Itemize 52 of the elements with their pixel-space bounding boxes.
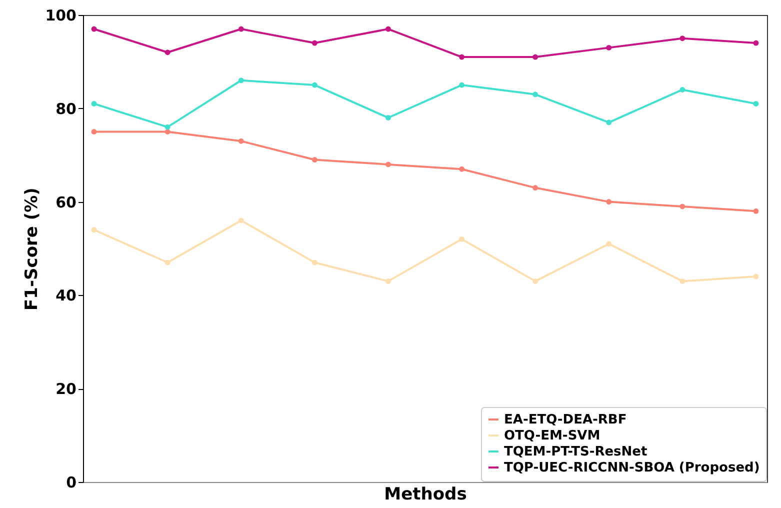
y-tick-label: 80 <box>56 100 76 118</box>
point <box>385 115 391 120</box>
legend-label: OTQ-EM-SVM <box>504 428 600 444</box>
point <box>312 82 318 88</box>
point <box>459 166 465 172</box>
point <box>312 260 318 266</box>
point <box>385 26 391 32</box>
point <box>164 124 170 130</box>
y-tick-label: 100 <box>45 6 76 24</box>
point <box>459 82 465 88</box>
point <box>753 208 759 214</box>
point <box>680 36 686 42</box>
point <box>606 241 612 247</box>
point <box>606 199 612 205</box>
point <box>753 100 759 106</box>
point <box>459 236 465 242</box>
point <box>91 100 97 106</box>
point <box>164 129 170 134</box>
point <box>606 44 612 50</box>
point <box>312 157 318 163</box>
point <box>680 86 686 92</box>
point <box>532 278 538 284</box>
point <box>532 92 538 98</box>
point <box>459 54 465 60</box>
legend-label: EA-ETQ-DEA-RBF <box>504 412 627 428</box>
point <box>606 120 612 126</box>
point <box>385 278 391 284</box>
point <box>753 274 759 280</box>
point <box>680 278 686 284</box>
point <box>680 204 686 210</box>
point <box>532 54 538 60</box>
y-tick-label: 60 <box>56 193 76 212</box>
point <box>532 185 538 191</box>
point <box>164 260 170 266</box>
point <box>238 218 244 224</box>
legend-label: TQP-UEC-RICCNN-SBOA (Proposed) <box>504 460 760 476</box>
y-tick-label: 40 <box>56 286 76 305</box>
point <box>385 162 391 168</box>
point <box>91 26 97 32</box>
point <box>91 227 97 233</box>
point <box>312 40 318 46</box>
legend-label: TQEM-PT-TS-ResNet <box>504 444 648 460</box>
y-tick-label: 20 <box>56 380 76 398</box>
point <box>238 78 244 84</box>
y-axis-title: F1-Score (%) <box>22 188 42 310</box>
point <box>238 138 244 144</box>
point <box>91 129 97 134</box>
y-tick-label: 0 <box>66 474 76 492</box>
point <box>238 26 244 32</box>
point <box>164 50 170 56</box>
point <box>753 40 759 46</box>
x-axis-title: Methods <box>384 484 467 504</box>
